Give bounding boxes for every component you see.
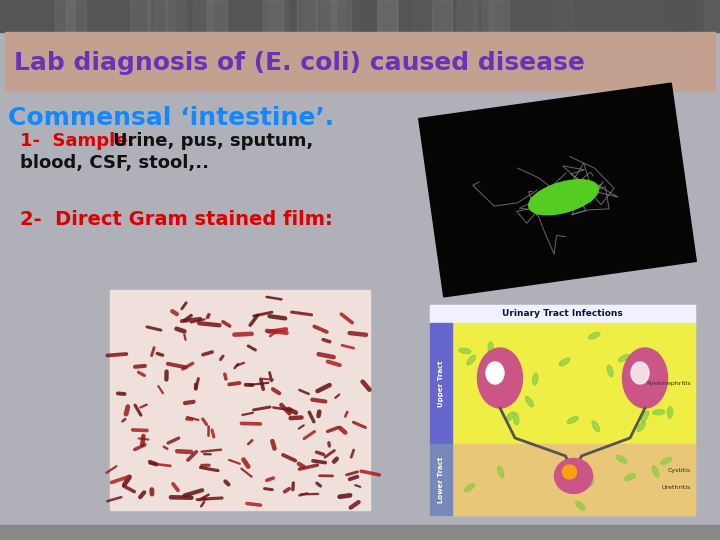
Ellipse shape (498, 466, 504, 477)
Ellipse shape (554, 458, 593, 494)
Bar (430, 444, 452, 515)
Ellipse shape (618, 355, 629, 361)
Text: 2-  Direct Gram stained film:: 2- Direct Gram stained film: (20, 210, 333, 229)
Bar (0, 525, 720, 540)
Ellipse shape (459, 348, 471, 354)
Ellipse shape (631, 362, 649, 384)
Ellipse shape (624, 474, 636, 481)
Text: Cystitis: Cystitis (668, 468, 691, 474)
Ellipse shape (526, 396, 534, 407)
Bar (473, 0, 493, 32)
Ellipse shape (467, 355, 475, 365)
Ellipse shape (559, 358, 570, 366)
Bar (670, 0, 690, 32)
Ellipse shape (642, 411, 649, 422)
Bar (377, 0, 397, 32)
Ellipse shape (661, 457, 672, 464)
Bar (482, 0, 502, 32)
Ellipse shape (477, 348, 523, 408)
Bar (377, 0, 397, 32)
Text: 1-  Sample:: 1- Sample: (20, 132, 141, 150)
Ellipse shape (631, 365, 638, 376)
Bar (193, 0, 213, 32)
Bar (110, 290, 370, 510)
Ellipse shape (487, 368, 497, 377)
Text: Pyelonephritis: Pyelonephritis (647, 381, 691, 386)
Ellipse shape (513, 413, 518, 425)
Bar (489, 0, 509, 32)
Bar (326, 0, 346, 32)
Bar (297, 0, 318, 32)
Ellipse shape (533, 373, 538, 385)
Bar (66, 0, 86, 32)
Bar (433, 0, 452, 32)
Ellipse shape (623, 348, 667, 408)
Bar (264, 0, 284, 32)
Bar (704, 0, 720, 32)
Bar (268, 0, 288, 32)
Ellipse shape (667, 407, 672, 418)
Ellipse shape (637, 421, 645, 431)
Bar (419, 83, 696, 297)
Ellipse shape (464, 484, 474, 492)
Ellipse shape (652, 410, 665, 415)
Bar (330, 0, 351, 32)
Bar (430, 323, 452, 444)
Bar (413, 0, 432, 32)
Bar (148, 0, 168, 32)
Ellipse shape (505, 412, 514, 422)
Bar (55, 0, 75, 32)
Bar (361, 0, 381, 32)
Ellipse shape (576, 501, 585, 510)
Ellipse shape (488, 342, 493, 354)
Ellipse shape (567, 416, 578, 423)
Bar (315, 0, 336, 32)
Bar (430, 305, 695, 515)
Bar (554, 0, 573, 32)
Bar (430, 305, 695, 323)
Bar (452, 323, 695, 444)
Ellipse shape (652, 465, 659, 477)
Text: Urethritis: Urethritis (662, 485, 691, 490)
Bar (456, 0, 477, 32)
Text: blood, CSF, stool,..: blood, CSF, stool,.. (20, 154, 209, 172)
Bar (153, 0, 174, 32)
Bar (5, 32, 715, 90)
Ellipse shape (486, 362, 504, 384)
Ellipse shape (495, 356, 503, 366)
Ellipse shape (589, 333, 600, 339)
Ellipse shape (589, 474, 594, 486)
Bar (0, 0, 720, 32)
Text: Upper Tract: Upper Tract (438, 360, 444, 407)
Text: Lab diagnosis of (E. coli) caused disease: Lab diagnosis of (E. coli) caused diseas… (14, 51, 585, 75)
Bar (130, 0, 150, 32)
Bar (452, 444, 695, 515)
Text: Commensal ‘intestine’.: Commensal ‘intestine’. (8, 106, 334, 130)
Bar (304, 0, 324, 32)
Text: Urine, pus, sputum,: Urine, pus, sputum, (113, 132, 313, 150)
Ellipse shape (592, 421, 600, 431)
Ellipse shape (607, 365, 613, 377)
Ellipse shape (616, 455, 626, 463)
Ellipse shape (528, 180, 598, 215)
Bar (207, 0, 228, 32)
Bar (299, 0, 319, 32)
Ellipse shape (641, 392, 652, 397)
Text: Urinary Tract Infections: Urinary Tract Infections (502, 309, 623, 319)
Bar (654, 0, 675, 32)
Text: Lower Tract: Lower Tract (438, 456, 444, 503)
Bar (274, 0, 294, 32)
Bar (166, 0, 186, 32)
Ellipse shape (562, 465, 577, 479)
Ellipse shape (652, 352, 659, 363)
